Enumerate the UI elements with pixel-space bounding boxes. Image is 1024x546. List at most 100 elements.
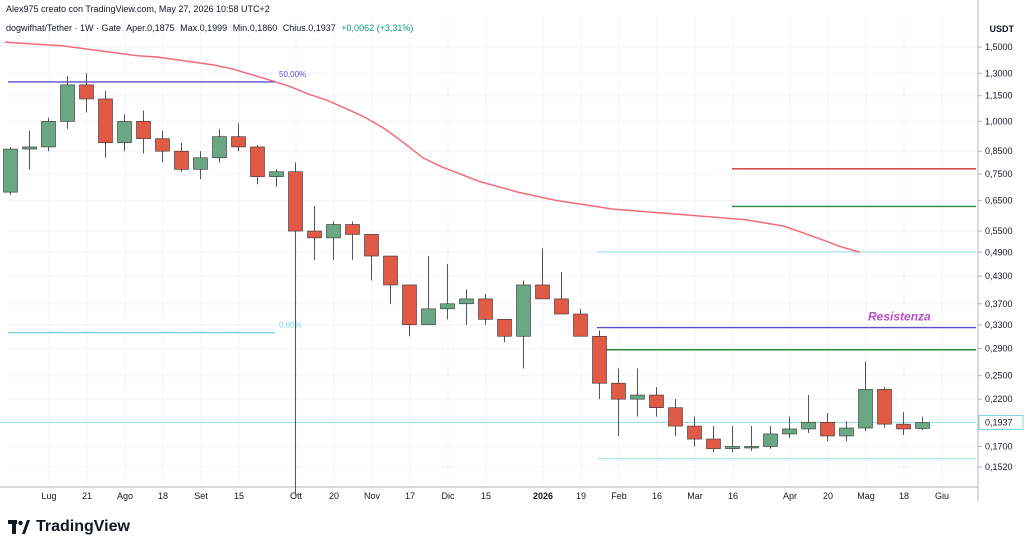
price-tick-label: 1,3000: [985, 68, 1013, 78]
candle-body: [687, 425, 702, 440]
candle-body: [858, 389, 873, 429]
candle-body: [421, 308, 436, 326]
candle-body: [497, 319, 512, 337]
price-tick-label: 0,1520: [985, 462, 1013, 472]
resistance-label: Resistenza: [868, 310, 931, 324]
price-tick-label: 1,1500: [985, 91, 1013, 101]
price-tick-label: 0,2500: [985, 371, 1013, 381]
candle-body: [611, 382, 626, 400]
candle-body: [98, 98, 113, 144]
candle-body: [782, 428, 797, 435]
price-tick-label: 0,8500: [985, 146, 1013, 156]
candle-body: [22, 146, 37, 150]
price-tick-label: 0,3700: [985, 299, 1013, 309]
time-tick-label: Ago: [117, 491, 133, 501]
candle-body: [535, 284, 550, 300]
candle-body: [592, 335, 607, 384]
time-tick-label: 21: [82, 491, 92, 501]
candle-body: [554, 298, 569, 315]
candle-body: [820, 421, 835, 437]
candle-body: [744, 446, 759, 449]
candle-body: [307, 230, 322, 239]
low-value: Min.0,1860: [232, 23, 278, 33]
candle-body: [250, 146, 265, 177]
time-tick-label: Feb: [611, 491, 627, 501]
price-tick-label: 0,4900: [985, 247, 1013, 257]
time-tick-label: 18: [158, 491, 168, 501]
time-tick-label: Giu: [935, 491, 949, 501]
candle-body: [896, 423, 911, 430]
candle-body: [630, 394, 645, 400]
price-tick-label: 0,1700: [985, 441, 1013, 451]
currency-label: USDT: [989, 24, 1015, 34]
price-tick-label: 0,5500: [985, 226, 1013, 236]
time-tick-label: 18: [899, 491, 909, 501]
candle-body: [706, 438, 721, 449]
candle-body: [155, 138, 170, 152]
time-tick-label: Apr: [783, 491, 797, 501]
candle-body: [136, 121, 151, 139]
close-value: Chius.0,1937: [282, 23, 336, 33]
time-tick-label: Set: [194, 491, 208, 501]
candle-body: [763, 433, 778, 447]
chart-credit: Alex975 creato con TradingView.com, May …: [6, 4, 270, 14]
candle-body: [212, 136, 227, 159]
candle-body: [725, 446, 740, 449]
time-tick-label: 16: [652, 491, 662, 501]
price-tick-label: 0,3300: [985, 320, 1013, 330]
tradingview-logo-text: TradingView: [36, 518, 130, 535]
candle-body: [288, 171, 303, 232]
tradingview-logo[interactable]: TradingView: [8, 518, 130, 536]
candle-body: [839, 427, 854, 437]
time-tick-label: 19: [576, 491, 586, 501]
candle-body: [79, 84, 94, 100]
time-tick-label: 16: [728, 491, 738, 501]
candle-body: [364, 234, 379, 257]
time-tick-label: 17: [405, 491, 415, 501]
candle-body: [174, 150, 189, 170]
candle-body: [326, 224, 341, 239]
symbol-info-line: dogwifhat/Tether · 1W · Gate Aper.0,1875…: [6, 23, 416, 33]
candle-body: [117, 121, 132, 144]
price-tick-label: 0,4300: [985, 271, 1013, 281]
candle-body: [649, 394, 664, 409]
candle-body: [516, 284, 531, 337]
price-tick-label: 1,0000: [985, 116, 1013, 126]
price-tick-label: 0,2900: [985, 343, 1013, 353]
candle-body: [383, 255, 398, 286]
candle-body: [60, 84, 75, 122]
candle-body: [3, 148, 18, 193]
current-price-label: 0,1937: [985, 418, 1013, 428]
candle-body: [459, 298, 474, 305]
candle-body: [41, 121, 56, 148]
time-tick-label: Nov: [364, 491, 381, 501]
fib-level-label: 0,00%: [279, 321, 302, 330]
open-value: Aper.0,1875: [126, 23, 175, 33]
candle-body: [801, 421, 816, 430]
candle-body: [193, 157, 208, 170]
change-value: +0,0062 (+3,31%): [341, 23, 414, 33]
candle-body: [440, 303, 455, 310]
price-tick-label: 1,5000: [985, 42, 1013, 52]
fib-level-label: 50,00%: [279, 70, 306, 79]
candle-body: [402, 284, 417, 326]
time-tick-label: Mag: [857, 491, 875, 501]
high-value: Max.0,1999: [180, 23, 228, 33]
current-price-label-box: [978, 415, 1024, 431]
candle-body: [877, 389, 892, 425]
price-tick-label: 0,6500: [985, 195, 1013, 205]
candle-body: [345, 224, 360, 235]
candle-body: [573, 313, 588, 337]
time-tick-label: 20: [329, 491, 339, 501]
moving-average-line: [4, 41, 861, 253]
candle-body: [668, 407, 683, 427]
time-tick-label: 2026: [533, 491, 553, 501]
candle-body: [915, 422, 930, 429]
candle-body: [231, 136, 246, 148]
time-tick-label: 20: [823, 491, 833, 501]
symbol-name[interactable]: dogwifhat/Tether · 1W · Gate: [6, 23, 122, 33]
time-tick-label: Mar: [687, 491, 703, 501]
time-tick-label: 15: [481, 491, 491, 501]
